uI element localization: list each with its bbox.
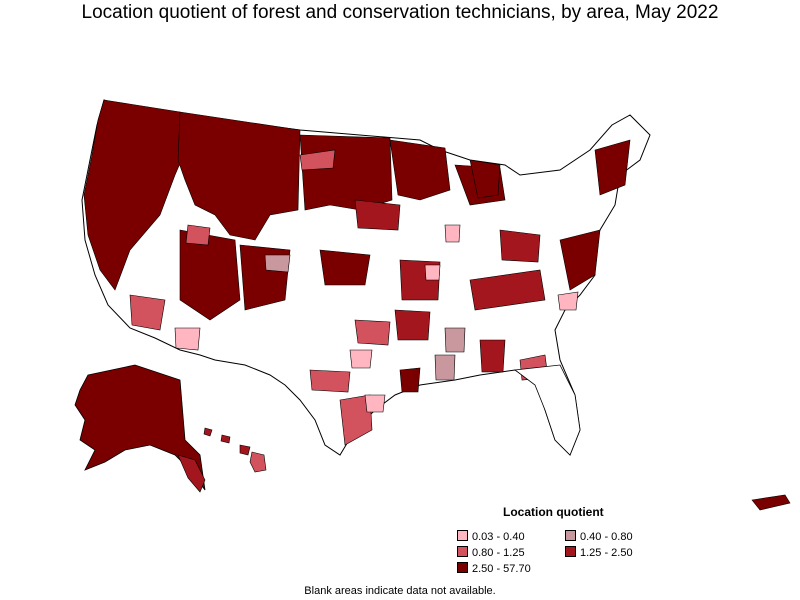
alaska-region <box>74 364 206 491</box>
legend-item-high: 1.25 - 2.50 <box>565 546 633 559</box>
lq-highest-areas <box>83 99 631 393</box>
legend-label: 0.03 - 0.40 <box>472 531 525 543</box>
map-title: Location quotient of forest and conserva… <box>81 2 719 23</box>
data-availability-note: Blank areas indicate data not available. <box>304 585 496 597</box>
legend-title: Location quotient <box>503 505 604 519</box>
legend-label: 0.80 - 1.25 <box>472 547 525 559</box>
lq-low-areas <box>264 254 466 381</box>
legend-swatch <box>457 562 468 573</box>
legend-swatch <box>565 530 576 541</box>
alaska-southeast-region <box>177 454 206 493</box>
lq-lowest-areas <box>174 224 579 413</box>
florida-region <box>513 364 581 456</box>
legend-item-mid: 0.80 - 1.25 <box>457 546 525 559</box>
legend-item-lowest: 0.03 - 0.40 <box>457 530 525 543</box>
legend-swatch <box>565 546 576 557</box>
legend-label: 1.25 - 2.50 <box>580 547 633 559</box>
legend-item-low: 0.40 - 0.80 <box>565 530 633 543</box>
legend-swatch <box>457 546 468 557</box>
lq-mid-areas <box>129 149 549 446</box>
puerto-rico-region <box>751 494 791 511</box>
legend-item-highest: 2.50 - 57.70 <box>457 562 531 575</box>
legend-label: 2.50 - 57.70 <box>472 563 531 575</box>
legend-swatch <box>457 530 468 541</box>
hawaii-region <box>203 427 267 473</box>
legend-label: 0.40 - 0.80 <box>580 531 633 543</box>
